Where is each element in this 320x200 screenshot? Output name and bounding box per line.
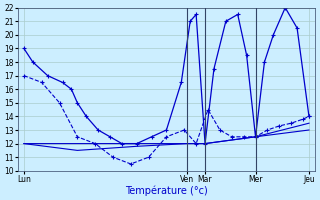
X-axis label: Température (°c): Température (°c) — [125, 185, 208, 196]
